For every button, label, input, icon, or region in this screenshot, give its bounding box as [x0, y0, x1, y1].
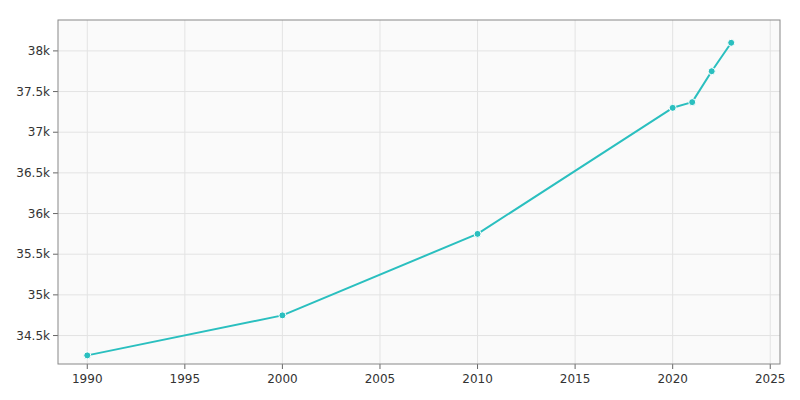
x-tick-label: 2005 — [365, 372, 396, 386]
x-tick-label: 2000 — [267, 372, 298, 386]
y-grid-line — [58, 213, 780, 214]
x-tick — [672, 364, 673, 369]
x-grid-line — [87, 20, 88, 364]
marker — [474, 230, 481, 237]
marker — [84, 352, 91, 359]
x-grid-line — [477, 20, 478, 364]
series — [84, 39, 735, 359]
plot-area — [58, 20, 780, 364]
y-grid-line — [58, 335, 780, 336]
y-grid-line — [58, 172, 780, 173]
axes: 1990 1995 2000 2005 2010 2015 2020 2025 34.5k 35k… — [16, 44, 785, 386]
x-grid-line — [379, 20, 380, 364]
x-tick — [477, 364, 478, 369]
y-grid-line — [58, 132, 780, 133]
chart-container: 1990 1995 2000 2005 2010 2015 2020 2025 34.5k 35k… — [0, 0, 800, 400]
y-grid-line — [58, 91, 780, 92]
x-tick — [184, 364, 185, 369]
chart: 1990 1995 2000 2005 2010 2015 2020 2025 34.5k 35k… — [0, 0, 800, 400]
plot-frame — [58, 20, 780, 364]
x-grid-line — [575, 20, 576, 364]
x-tick — [87, 364, 88, 369]
x-tick — [575, 364, 576, 369]
y-tick-label: 38k — [28, 44, 50, 58]
y-tick — [53, 294, 58, 295]
marker — [279, 312, 286, 319]
line — [87, 43, 731, 356]
y-tick-label: 35.5k — [16, 247, 50, 261]
x-tick-label: 2020 — [657, 372, 688, 386]
y-tick — [53, 213, 58, 214]
y-tick — [53, 254, 58, 255]
y-tick — [53, 335, 58, 336]
y-tick-label: 34.5k — [16, 329, 50, 343]
marker — [669, 104, 676, 111]
y-tick-label: 37k — [28, 125, 50, 139]
y-tick — [53, 132, 58, 133]
x-tick-label: 2010 — [462, 372, 493, 386]
y-grid-line — [58, 50, 780, 51]
y-tick — [53, 172, 58, 173]
y-tick — [53, 91, 58, 92]
x-tick — [282, 364, 283, 369]
y-tick-label: 35k — [28, 288, 50, 302]
grid — [58, 20, 780, 364]
x-grid-line — [770, 20, 771, 364]
marker — [728, 39, 735, 46]
x-grid-line — [672, 20, 673, 364]
marker — [689, 99, 696, 106]
x-tick-label: 2015 — [560, 372, 591, 386]
y-grid-line — [58, 294, 780, 295]
x-tick-label: 1990 — [72, 372, 103, 386]
x-grid-line — [184, 20, 185, 364]
y-tick-label: 36k — [28, 207, 50, 221]
marker — [708, 68, 715, 75]
y-tick-label: 36.5k — [16, 166, 50, 180]
x-tick — [379, 364, 380, 369]
x-tick-label: 2025 — [755, 372, 786, 386]
y-grid-line — [58, 254, 780, 255]
y-tick-label: 37.5k — [16, 85, 50, 99]
y-tick — [53, 50, 58, 51]
x-tick — [770, 364, 771, 369]
x-tick-label: 1995 — [170, 372, 201, 386]
